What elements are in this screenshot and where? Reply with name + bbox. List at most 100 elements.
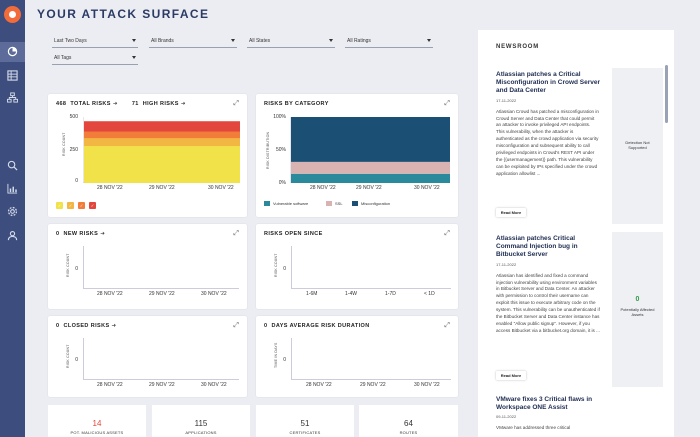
article-title[interactable]: Atlassian patches Critical Command Injec… <box>496 235 578 259</box>
new-risks-label[interactable]: NEW RISKS <box>63 231 99 237</box>
affected-assets-count: 0 <box>635 296 640 303</box>
brands-filter[interactable]: All Brands <box>149 36 237 48</box>
article-title[interactable]: VMware fixes 3 Critical flaws in Workspa… <box>496 396 593 412</box>
stat-value: 115 <box>194 419 208 428</box>
stat-applications[interactable]: 115 APPLICATIONS <box>152 405 250 437</box>
arrow-right-icon[interactable]: ➜ <box>111 323 117 329</box>
expand-icon[interactable]: ⤢ <box>233 100 239 107</box>
time-range-filter[interactable]: Last Two Days <box>52 36 138 48</box>
avg-duration-label: DAYS AVERAGE RISK DURATION <box>271 323 370 329</box>
y-tick: 0 <box>75 178 78 184</box>
arrow-right-icon[interactable]: ➜ <box>100 231 106 237</box>
bar-chart-icon[interactable] <box>5 183 20 195</box>
high-risks-count: 71 <box>131 101 139 107</box>
risks-open-since-card: RISKS OPEN SINCE ⤢ RISK COUNT 0 1-6M 1-4… <box>256 224 458 309</box>
states-filter[interactable]: All States <box>247 36 335 48</box>
closed-risks-label[interactable]: CLOSED RISKS <box>63 323 110 329</box>
expand-icon[interactable]: ⤢ <box>233 230 239 237</box>
chevron-down-icon <box>231 39 235 42</box>
new-risks-header: 0 NEW RISKS ➜ <box>56 231 105 237</box>
y-tick: 0 <box>283 357 286 363</box>
total-risks-count: 468 <box>56 101 67 107</box>
read-more-button[interactable]: Read More <box>496 208 526 217</box>
detection-status-text: Detection Not Supported <box>625 140 650 150</box>
closed-risks-count: 0 <box>56 323 60 329</box>
avg-duration-count: 0 <box>264 323 268 329</box>
x-tick: 1-7D <box>385 291 396 297</box>
card-title: RISKS OPEN SINCE <box>264 231 323 237</box>
area-vulnerable-software <box>291 173 450 183</box>
detection-status-box: Detection Not Supported <box>612 68 663 224</box>
user-icon[interactable] <box>5 230 20 242</box>
severity-low-toggle[interactable]: ✓ <box>56 202 63 209</box>
legend-item[interactable]: Misconfiguration <box>352 201 390 206</box>
tags-filter[interactable]: All Tags <box>52 53 138 65</box>
stat-routes[interactable]: 64 ROUTES <box>359 405 458 437</box>
stat-label: POT. MALICIOUS ASSETS <box>70 430 124 435</box>
x-axis <box>291 288 451 289</box>
severity-high-toggle[interactable]: ✓ <box>78 202 85 209</box>
grid-icon[interactable] <box>5 70 20 82</box>
logo[interactable] <box>4 6 21 23</box>
filter-label: Last Two Days <box>54 38 87 44</box>
article-title[interactable]: Atlassian patches a Critical Misconfigur… <box>496 71 601 95</box>
search-icon[interactable] <box>5 160 20 172</box>
expand-icon[interactable]: ⤢ <box>233 322 239 329</box>
x-axis <box>83 379 239 380</box>
closed-risks-card: 0 CLOSED RISKS ➜ ⤢ RISK COUNT 0 28 NOV '22… <box>48 316 247 397</box>
filter-label: All States <box>249 38 271 44</box>
y-axis <box>83 338 84 379</box>
newsroom-title: NEWSROOM <box>496 44 540 50</box>
read-more-button[interactable]: Read More <box>496 371 526 380</box>
x-tick: < 1D <box>424 291 435 297</box>
x-tick: 30 NOV '22 <box>414 185 440 191</box>
legend-item[interactable]: Vulnerable software <box>264 201 308 206</box>
high-risks-label[interactable]: HIGH RISKS <box>142 101 179 107</box>
x-tick: 28 NOV '22 <box>306 382 332 388</box>
arrow-right-icon[interactable]: ➜ <box>112 101 118 107</box>
severity-critical-toggle[interactable]: ✓ <box>89 202 96 209</box>
x-axis <box>83 288 239 289</box>
y-axis <box>83 246 84 288</box>
x-tick: 28 NOV '22 <box>97 185 123 191</box>
x-tick: 28 NOV '22 <box>310 185 336 191</box>
news-article: Atlassian patches a Critical Misconfigur… <box>496 71 600 178</box>
x-tick: 29 NOV '22 <box>149 291 175 297</box>
x-tick: 29 NOV '22 <box>360 382 386 388</box>
severity-medium-toggle[interactable]: ✓ <box>67 202 74 209</box>
expand-icon[interactable]: ⤢ <box>444 230 450 237</box>
dashboard-icon[interactable] <box>5 46 20 58</box>
area-band-0 <box>84 146 240 183</box>
stat-certificates[interactable]: 51 CERTIFICATES <box>256 405 354 437</box>
arrow-right-icon[interactable]: ➜ <box>180 101 186 107</box>
x-tick: 30 NOV '22 <box>201 291 227 297</box>
new-risks-card: 0 NEW RISKS ➜ ⤢ RISK COUNT 0 28 NOV '22 29… <box>48 224 247 309</box>
org-chart-icon[interactable] <box>5 92 20 104</box>
total-risks-label[interactable]: TOTAL RISKS <box>70 101 111 107</box>
x-tick: 29 NOV '22 <box>149 185 175 191</box>
sidebar <box>0 0 25 437</box>
filter-label: All Tags <box>54 55 72 61</box>
stat-label: CERTIFICATES <box>289 430 321 435</box>
risks-by-category-card: RISKS BY CATEGORY ⤢ RISK DISTRIBUTION 10… <box>256 94 458 217</box>
y-axis-label: RISK DISTRIBUTION <box>266 131 270 169</box>
stat-label: ROUTES <box>399 430 418 435</box>
expand-icon[interactable]: ⤢ <box>444 100 450 107</box>
new-risks-count: 0 <box>56 231 60 237</box>
ratings-filter[interactable]: All Ratings <box>345 36 433 48</box>
scrollbar[interactable] <box>665 65 668 123</box>
y-axis <box>291 338 292 379</box>
expand-icon[interactable]: ⤢ <box>444 322 450 329</box>
affected-assets-label: Potentially Affected Assets <box>620 307 655 317</box>
total-risks-chart <box>83 117 240 183</box>
settings-icon[interactable] <box>5 206 20 218</box>
x-tick: 28 NOV '22 <box>97 382 123 388</box>
article-body: Atlassian has identified and fixed a com… <box>496 272 600 333</box>
area-ssl <box>291 161 450 174</box>
stat-value: 14 <box>92 419 102 428</box>
filter-label: All Ratings <box>347 38 371 44</box>
stat-malicious-assets[interactable]: 14 POT. MALICIOUS ASSETS <box>48 405 146 437</box>
legend-item[interactable]: SSL <box>326 201 343 206</box>
y-tick: 0 <box>75 266 78 272</box>
news-article: VMware fixes 3 Critical flaws in Workspa… <box>496 396 600 432</box>
